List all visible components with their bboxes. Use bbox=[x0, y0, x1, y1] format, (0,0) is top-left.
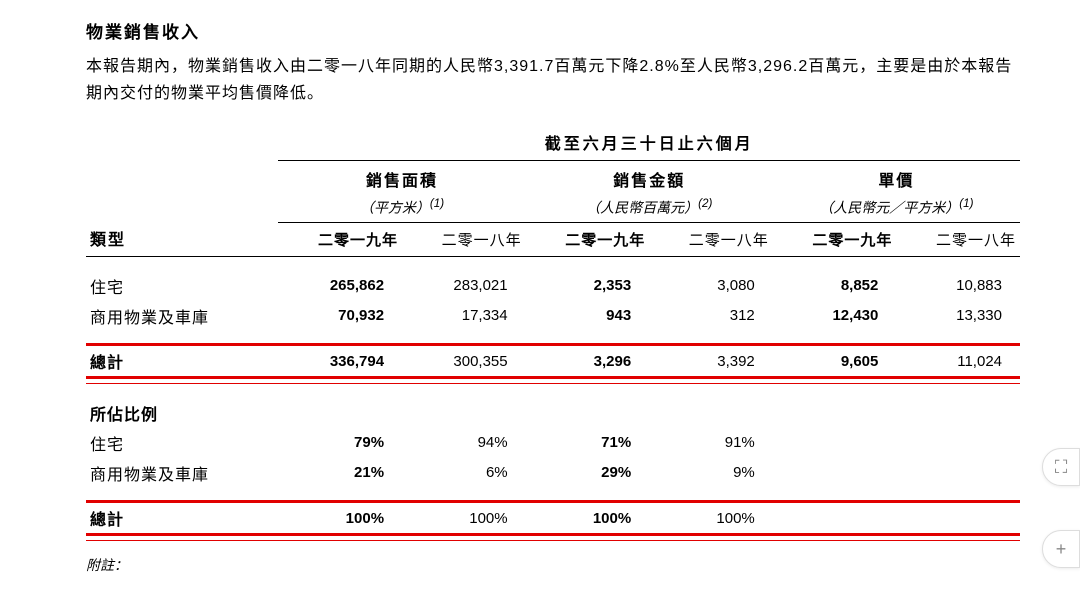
res-price-2018: 10,883 bbox=[896, 271, 1020, 301]
label-commercial: 商用物業及車庫 bbox=[86, 301, 278, 331]
com-amount-2018: 312 bbox=[649, 301, 773, 331]
rcom-area-2019: 21% bbox=[278, 458, 402, 488]
rtot-amount-2018: 100% bbox=[649, 502, 773, 535]
res-area-2019: 265,862 bbox=[278, 271, 402, 301]
ratio-total-divider bbox=[86, 535, 1020, 541]
group-unit-row: （平方米）(1) （人民幣百萬元）(2) （人民幣元／平方米）(1) bbox=[86, 194, 1020, 222]
zoom-in-button[interactable]: + bbox=[1042, 530, 1080, 568]
group-area-unit: （平方米）(1) bbox=[278, 194, 525, 222]
com-amount-2019: 943 bbox=[526, 301, 650, 331]
rres-amount-2018: 91% bbox=[649, 428, 773, 458]
res-amount-2019: 2,353 bbox=[526, 271, 650, 301]
row-residential: 住宅 265,862 283,021 2,353 3,080 8,852 10,… bbox=[86, 271, 1020, 301]
section-title: 物業銷售收入 bbox=[86, 18, 1020, 43]
year-header-row: 類型 二零一九年 二零一八年 二零一九年 二零一八年 二零一九年 二零一八年 bbox=[86, 223, 1020, 257]
group-amount-unit: （人民幣百萬元）(2) bbox=[526, 194, 773, 222]
com-area-2019: 70,932 bbox=[278, 301, 402, 331]
res-price-2019: 8,852 bbox=[773, 271, 897, 301]
footnote-label: 附註： bbox=[86, 541, 1020, 575]
ratio-label-res: 住宅 bbox=[86, 428, 278, 458]
sales-table: 截至六月三十日止六個月 銷售面積 銷售金額 單價 （平方米）(1) （人民幣百萬… bbox=[86, 127, 1020, 541]
expand-icon: ⛶ bbox=[1055, 457, 1068, 478]
label-total: 總計 bbox=[86, 345, 278, 378]
com-area-2018: 17,334 bbox=[402, 301, 526, 331]
rres-area-2019: 79% bbox=[278, 428, 402, 458]
tot-area-2019: 336,794 bbox=[278, 345, 402, 378]
rres-area-2018: 94% bbox=[402, 428, 526, 458]
com-price-2019: 12,430 bbox=[773, 301, 897, 331]
yh-amount-2018: 二零一八年 bbox=[649, 223, 773, 257]
rcom-amount-2019: 29% bbox=[526, 458, 650, 488]
tot-amount-2018: 3,392 bbox=[649, 345, 773, 378]
ratio-heading: 所佔比例 bbox=[86, 398, 278, 428]
ratio-heading-row: 所佔比例 bbox=[86, 398, 1020, 428]
yh-area-2018: 二零一八年 bbox=[402, 223, 526, 257]
yh-amount-2019: 二零一九年 bbox=[526, 223, 650, 257]
ratio-total: 總計 100% 100% 100% 100% bbox=[86, 502, 1020, 535]
period-header: 截至六月三十日止六個月 bbox=[278, 127, 1020, 161]
com-price-2018: 13,330 bbox=[896, 301, 1020, 331]
row-total: 總計 336,794 300,355 3,296 3,392 9,605 11,… bbox=[86, 345, 1020, 378]
group-price-title: 單價 bbox=[773, 161, 1020, 195]
yh-area-2019: 二零一九年 bbox=[278, 223, 402, 257]
ratio-residential: 住宅 79% 94% 71% 91% bbox=[86, 428, 1020, 458]
rtot-area-2019: 100% bbox=[278, 502, 402, 535]
ratio-label-total: 總計 bbox=[86, 502, 278, 535]
tot-price-2019: 9,605 bbox=[773, 345, 897, 378]
intro-paragraph: 本報告期內，物業銷售收入由二零一八年同期的人民幣3,391.7百萬元下降2.8%… bbox=[86, 53, 1020, 107]
rtot-amount-2019: 100% bbox=[526, 502, 650, 535]
res-amount-2018: 3,080 bbox=[649, 271, 773, 301]
plus-icon: + bbox=[1056, 539, 1067, 560]
group-price-unit: （人民幣元／平方米）(1) bbox=[773, 194, 1020, 222]
rtot-area-2018: 100% bbox=[402, 502, 526, 535]
tot-area-2018: 300,355 bbox=[402, 345, 526, 378]
tot-amount-2019: 3,296 bbox=[526, 345, 650, 378]
rres-amount-2019: 71% bbox=[526, 428, 650, 458]
row-commercial: 商用物業及車庫 70,932 17,334 943 312 12,430 13,… bbox=[86, 301, 1020, 331]
group-title-row: 銷售面積 銷售金額 單價 bbox=[86, 161, 1020, 195]
group-amount-title: 銷售金額 bbox=[526, 161, 773, 195]
ratio-commercial: 商用物業及車庫 21% 6% 29% 9% bbox=[86, 458, 1020, 488]
res-area-2018: 283,021 bbox=[402, 271, 526, 301]
rcom-area-2018: 6% bbox=[402, 458, 526, 488]
rcom-amount-2018: 9% bbox=[649, 458, 773, 488]
yh-price-2018: 二零一八年 bbox=[896, 223, 1020, 257]
type-label: 類型 bbox=[86, 223, 278, 257]
ratio-label-com: 商用物業及車庫 bbox=[86, 458, 278, 488]
expand-button[interactable]: ⛶ bbox=[1042, 448, 1080, 486]
label-residential: 住宅 bbox=[86, 271, 278, 301]
period-header-row: 截至六月三十日止六個月 bbox=[86, 127, 1020, 161]
yh-price-2019: 二零一九年 bbox=[773, 223, 897, 257]
tot-price-2018: 11,024 bbox=[896, 345, 1020, 378]
group-area-title: 銷售面積 bbox=[278, 161, 525, 195]
